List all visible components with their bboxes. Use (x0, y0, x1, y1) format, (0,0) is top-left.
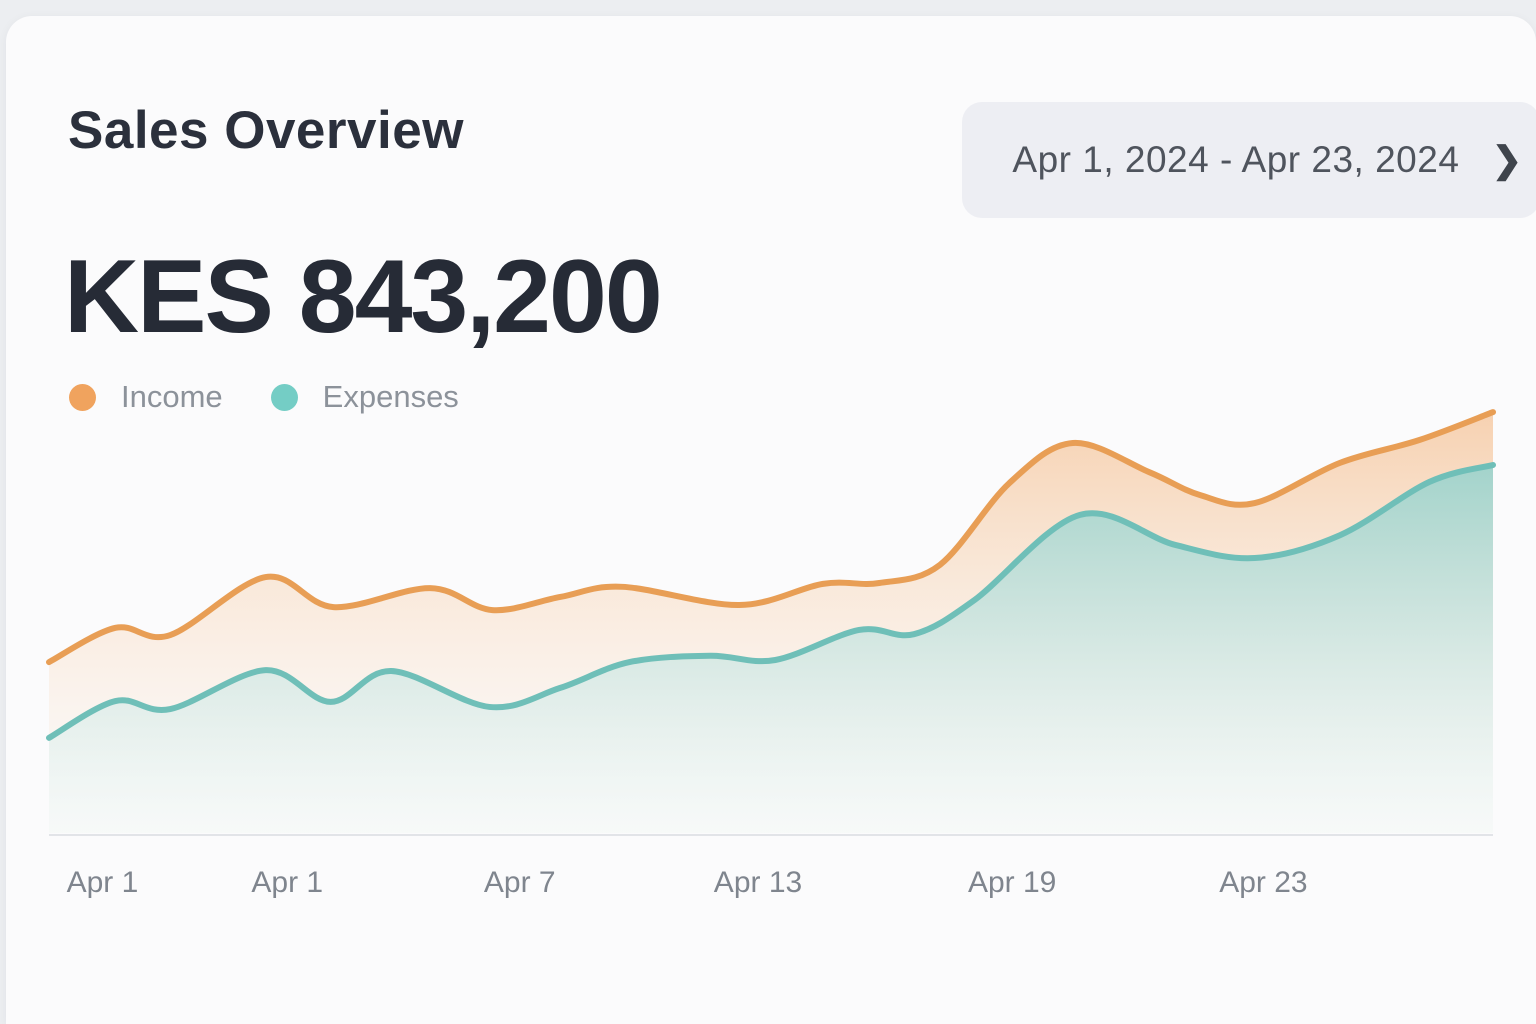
income-line (46, 409, 1496, 666)
date-range-button[interactable]: Apr 1, 2024 - Apr 23, 2024 ❯ (962, 102, 1536, 218)
expenses-line (46, 461, 1496, 741)
x-axis-label: Apr 23 (1219, 866, 1308, 899)
x-axis: Apr 1 Apr 1 Apr 7 Apr 13 Apr 19 Apr 23 (0, 866, 1536, 910)
x-axis-label: Apr 1 (66, 866, 139, 899)
x-axis-label: Apr 7 (483, 866, 556, 899)
legend-item-income[interactable]: Income (69, 379, 223, 415)
x-axis-label: Apr 19 (967, 866, 1057, 899)
date-range-label: Apr 1, 2024 - Apr 23, 2024 (1012, 139, 1460, 180)
expenses-area (49, 464, 1493, 833)
income-dot-icon (69, 383, 96, 411)
legend-label-expenses: Expenses (322, 379, 459, 414)
legend-label-income: Income (121, 379, 223, 414)
chart-legend: Income Expenses (69, 379, 459, 415)
x-axis-label: Apr 13 (713, 866, 803, 899)
x-axis-label: Apr 1 (251, 866, 324, 899)
total-sales-amount: KES 843,200 (64, 239, 663, 355)
page-title: Sales Overview (68, 101, 464, 160)
chevron-right-icon: ❯ (1491, 139, 1522, 180)
expenses-dot-icon (270, 383, 298, 411)
legend-item-expenses[interactable]: Expenses (270, 379, 459, 415)
